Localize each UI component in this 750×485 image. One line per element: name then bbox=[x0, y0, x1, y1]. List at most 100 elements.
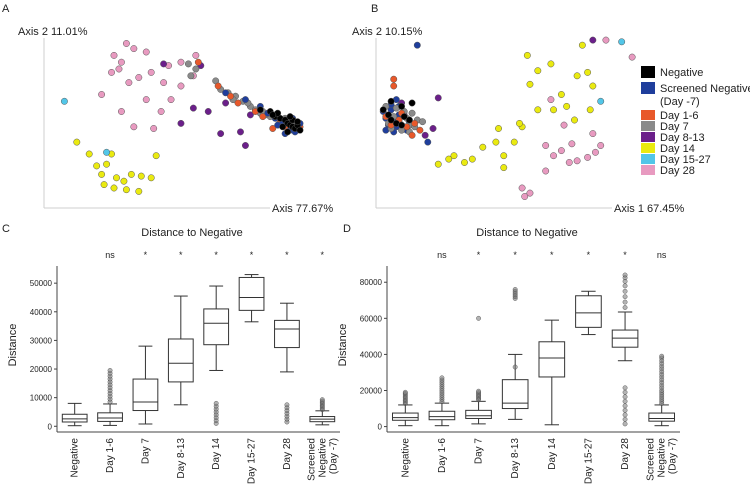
category-label-day-15-27: Day 15-27 bbox=[583, 438, 594, 485]
point-day-14 bbox=[127, 170, 135, 178]
point-day-8-13 bbox=[589, 36, 597, 44]
legend-swatch-day-14 bbox=[641, 143, 655, 153]
significance-label-screened-negative-day-7: * bbox=[321, 250, 325, 260]
point-day-28 bbox=[192, 51, 200, 59]
panel-d-title: Distance to Negative bbox=[476, 227, 578, 239]
point-negative bbox=[294, 118, 301, 126]
significance-label-screened-negative-day-7: ns bbox=[657, 250, 667, 260]
outlier-day-28 bbox=[622, 294, 628, 300]
point-day-14 bbox=[135, 187, 143, 195]
point-day-28 bbox=[147, 68, 155, 76]
point-day-1-6 bbox=[227, 92, 235, 100]
point-day-14 bbox=[500, 152, 508, 160]
point-day-8-13 bbox=[421, 131, 429, 139]
point-day-28 bbox=[117, 108, 125, 115]
point-day-28 bbox=[592, 148, 599, 156]
legend-swatch-day-28 bbox=[641, 165, 655, 175]
point-day-28 bbox=[157, 108, 165, 115]
point-day-14 bbox=[110, 184, 118, 192]
point-day-14 bbox=[120, 177, 128, 185]
y-tick-label: 10000 bbox=[30, 394, 53, 403]
y-tick-label: 20000 bbox=[30, 365, 53, 374]
significance-label-day-14: * bbox=[550, 250, 554, 260]
point-negative bbox=[286, 113, 294, 121]
point-day-14 bbox=[468, 155, 476, 163]
point-day-28 bbox=[542, 167, 550, 175]
point-negative bbox=[256, 106, 264, 114]
legend-label-negative: Negative bbox=[660, 67, 703, 79]
point-day-28 bbox=[547, 96, 555, 104]
point-day-14 bbox=[137, 172, 145, 180]
panel-a: Axis 2 11.01% Axis 77.67% bbox=[18, 26, 333, 215]
point-day-14 bbox=[510, 138, 518, 146]
point-day-28 bbox=[130, 45, 138, 53]
box-negative bbox=[391, 412, 419, 421]
outlier-day-28 bbox=[622, 389, 628, 395]
panel-a-points bbox=[60, 40, 304, 195]
point-day-15-27 bbox=[597, 97, 605, 105]
significance-label-day-15-27: * bbox=[587, 250, 591, 260]
box-day-7 bbox=[132, 378, 159, 412]
point-day-14 bbox=[450, 152, 458, 160]
point-day-8-13 bbox=[222, 99, 230, 107]
significance-label-day-7: * bbox=[477, 250, 481, 260]
point-day-8-13 bbox=[217, 130, 225, 138]
outlier-day-28 bbox=[622, 421, 628, 427]
panel-c-title: Distance to Negative bbox=[141, 227, 243, 239]
legend-swatch-day-1-6 bbox=[641, 110, 655, 120]
point-day-1-6 bbox=[194, 58, 202, 66]
outlier-day-28 bbox=[622, 403, 628, 409]
point-day-14 bbox=[586, 106, 594, 114]
point-negative bbox=[387, 97, 395, 105]
point-day-7 bbox=[184, 60, 192, 68]
point-day-28 bbox=[150, 125, 158, 132]
y-tick-label: 30000 bbox=[30, 336, 53, 345]
panel-d: Distance to Negative Distance 0 20000 4000… bbox=[337, 227, 680, 484]
point-negative bbox=[398, 102, 406, 110]
y-tick-label: 40000 bbox=[30, 308, 53, 317]
point-day-15-27 bbox=[103, 148, 111, 156]
legend-swatch-day-15-27 bbox=[641, 154, 655, 164]
point-day-14 bbox=[573, 72, 581, 80]
box-day-1-6 bbox=[428, 410, 456, 421]
box-day-28 bbox=[274, 319, 300, 349]
panel-c: Distance to Negative Distance 0 10000 2000… bbox=[7, 227, 340, 484]
outlier-day-28 bbox=[622, 407, 628, 413]
outlier-day-28 bbox=[622, 412, 628, 418]
category-label-day-28: Day 28 bbox=[620, 438, 631, 470]
panel-c-y-axis-title: Distance bbox=[7, 324, 19, 367]
point-day-14 bbox=[589, 82, 597, 90]
panel-a-x-axis-label: Axis 77.67% bbox=[272, 203, 333, 215]
point-day-15-27 bbox=[60, 97, 68, 105]
point-day-14 bbox=[98, 170, 106, 178]
point-day-28 bbox=[550, 152, 557, 160]
significance-label-day-1-6: ns bbox=[437, 250, 447, 260]
box-negative bbox=[61, 413, 88, 423]
legend-swatch-day-7 bbox=[641, 121, 655, 131]
y-tick-label: 40000 bbox=[360, 350, 383, 359]
point-day-28 bbox=[117, 58, 125, 66]
point-day-1-6 bbox=[390, 75, 398, 83]
outlier-day-28 bbox=[622, 416, 628, 422]
point-day-14 bbox=[103, 160, 111, 168]
significance-label-day-28: * bbox=[285, 250, 289, 260]
outlier-day-7 bbox=[476, 388, 481, 394]
point-day-8-13 bbox=[241, 142, 249, 149]
outlier-negative bbox=[402, 389, 408, 395]
point-day-28 bbox=[167, 96, 175, 104]
panel-b-y-axis-label: Axis 2 10.15% bbox=[352, 26, 423, 38]
outlier-screened-negative-day-7 bbox=[319, 397, 325, 403]
outlier-day-1-6 bbox=[107, 368, 113, 373]
point-day-28 bbox=[177, 58, 185, 66]
point-day-7 bbox=[408, 109, 416, 117]
significance-label-day-15-27: * bbox=[250, 250, 254, 260]
point-day-28 bbox=[526, 189, 534, 197]
legend-swatch-screened-negative bbox=[641, 82, 655, 94]
legend-label-day-28: Day 28 bbox=[660, 165, 695, 177]
point-negative bbox=[279, 123, 287, 131]
point-day-28 bbox=[602, 36, 610, 44]
point-day-14 bbox=[492, 138, 500, 146]
panel-letter-c: C bbox=[2, 223, 10, 235]
legend-label-day-14: Day 14 bbox=[660, 143, 695, 155]
category-label-day-14: Day 14 bbox=[547, 438, 558, 470]
